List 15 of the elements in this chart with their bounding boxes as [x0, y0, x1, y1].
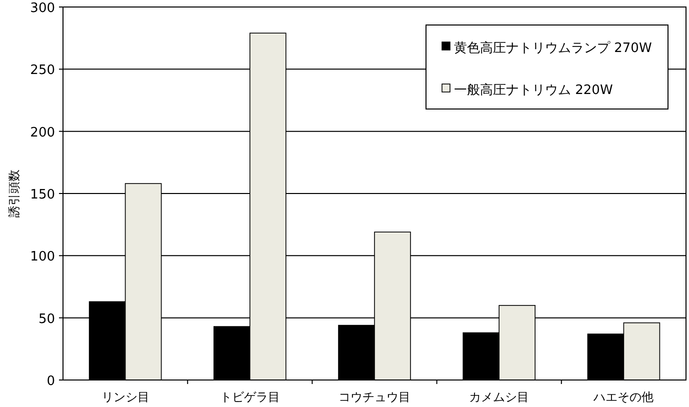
y-tick-label: 0 [46, 374, 55, 389]
y-tick-label: 150 [30, 188, 55, 202]
x-tick-label: カメムシ目 [469, 390, 530, 404]
x-tick-label: リンシ目 [101, 390, 150, 404]
y-tick-label: 200 [30, 125, 55, 140]
y-tick-label: 250 [30, 63, 55, 78]
y-axis-title: 誘引頭数 [7, 170, 21, 218]
x-tick-label: トビゲラ目 [220, 390, 280, 404]
legend-label: 黄色高圧ナトリウムランプ 270W [454, 40, 652, 56]
y-tick-label: 100 [30, 250, 55, 265]
y-tick-label: 300 [30, 1, 55, 16]
x-tick-label: ハエその他 [592, 390, 654, 404]
x-tick-label: コウチュウ目 [338, 390, 410, 404]
legend-label: 一般高圧ナトリウム 220W [454, 82, 613, 98]
y-tick-label: 50 [38, 312, 55, 327]
